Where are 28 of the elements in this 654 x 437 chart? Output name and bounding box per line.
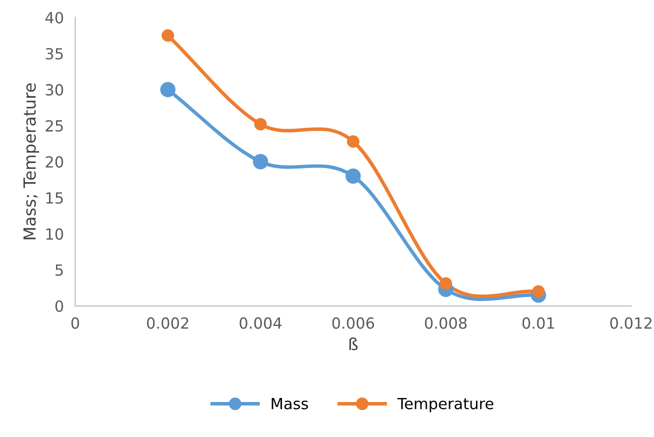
x-tick-label: 0.002 <box>147 317 188 329</box>
x-tick-label: 0.01 <box>522 317 554 329</box>
point <box>254 118 267 130</box>
x-tick-label: 0.008 <box>424 317 467 329</box>
y-tick-label: 10 <box>46 228 64 240</box>
legend-label: Temperature <box>397 398 494 412</box>
y-tick-label: 40 <box>45 12 64 24</box>
point <box>346 135 360 148</box>
y-tick-label: 5 <box>56 264 63 276</box>
legend-label: Mass <box>272 398 308 410</box>
y-tick-label: 25 <box>46 120 63 132</box>
point <box>162 29 174 42</box>
point <box>160 82 176 98</box>
x-tick-label: 0 <box>71 317 80 329</box>
y-tick-label: 15 <box>46 192 63 204</box>
point <box>346 168 361 184</box>
y-tick-label: 30 <box>46 84 64 96</box>
y-axis-title: Mass; Temperature <box>23 83 40 240</box>
x-tick-label: 0.006 <box>332 317 374 329</box>
point <box>252 154 268 170</box>
y-tick-label: 0 <box>55 300 64 312</box>
point <box>440 277 452 290</box>
x-tick-label: 0.012 <box>610 317 652 329</box>
y-tick-label: 20 <box>46 156 64 168</box>
y-tick-label: 35 <box>46 48 63 60</box>
x-tick-label: 0.004 <box>240 317 282 329</box>
point <box>532 285 545 298</box>
x-axis-title: ß <box>349 337 358 350</box>
